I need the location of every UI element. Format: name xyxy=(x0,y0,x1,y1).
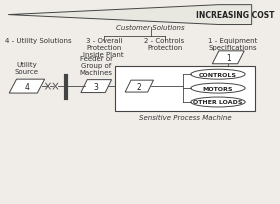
Text: 2: 2 xyxy=(137,82,142,91)
Ellipse shape xyxy=(191,98,245,108)
Polygon shape xyxy=(9,80,45,94)
Polygon shape xyxy=(212,52,244,64)
Text: CONTROLS: CONTROLS xyxy=(199,72,237,77)
Text: 1 - Equipment
Specifications: 1 - Equipment Specifications xyxy=(208,38,258,51)
Text: Feeder or
Group of
Machines: Feeder or Group of Machines xyxy=(80,56,113,76)
Text: 3: 3 xyxy=(94,82,99,91)
Polygon shape xyxy=(81,80,111,93)
Text: Sensitive Process Machine: Sensitive Process Machine xyxy=(139,114,232,120)
Text: 4: 4 xyxy=(24,82,29,91)
Text: Utility
Source: Utility Source xyxy=(15,62,39,75)
Text: OTHER LOADS: OTHER LOADS xyxy=(193,100,243,105)
Ellipse shape xyxy=(191,84,245,94)
Text: Customer Solutions: Customer Solutions xyxy=(116,24,185,30)
Text: 4 - Utility Solutions: 4 - Utility Solutions xyxy=(5,38,72,44)
Text: 1: 1 xyxy=(226,53,231,62)
Text: 2 - Controls
Protection: 2 - Controls Protection xyxy=(144,38,185,51)
Ellipse shape xyxy=(191,70,245,80)
Text: INCREASING COST: INCREASING COST xyxy=(196,11,275,20)
Polygon shape xyxy=(8,6,252,26)
Bar xyxy=(115,67,255,111)
Text: MOTORS: MOTORS xyxy=(203,86,233,91)
Polygon shape xyxy=(125,81,153,93)
Text: 3 - Overall
Protection
Inside Plant: 3 - Overall Protection Inside Plant xyxy=(83,38,124,58)
